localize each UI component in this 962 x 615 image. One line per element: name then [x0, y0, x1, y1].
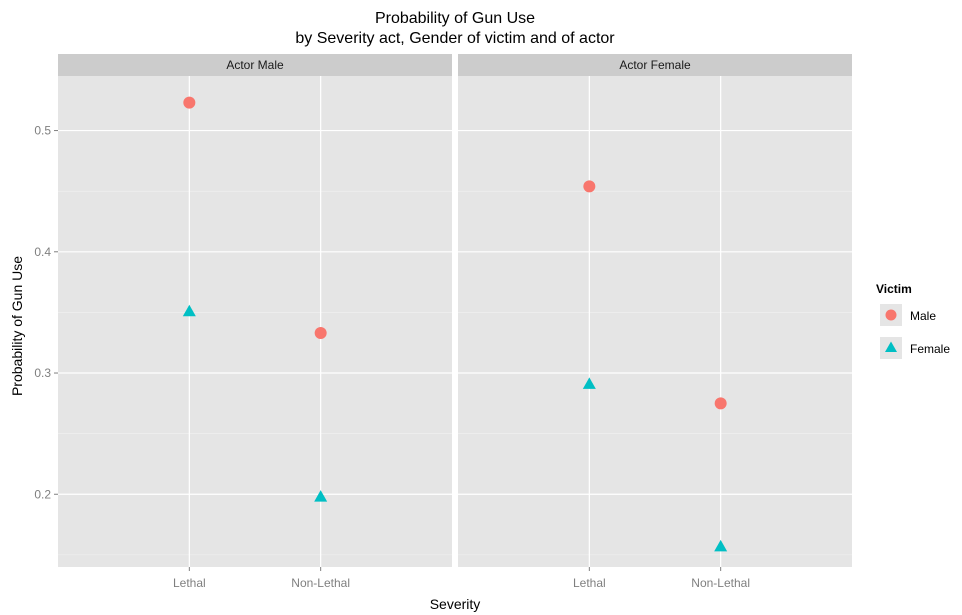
legend-title: Victim	[876, 282, 912, 296]
facet-strip-label: Actor Female	[619, 58, 691, 72]
x-tick-label: Lethal	[173, 576, 206, 590]
data-point-male	[714, 397, 727, 410]
y-axis: 0.2 0.3 0.4 0.5	[34, 124, 58, 501]
chart-subtitle: by Severity act, Gender of victim and of…	[295, 30, 615, 47]
x-tick-label: Non-Lethal	[291, 576, 350, 590]
data-point-female	[714, 539, 728, 552]
panel-background	[58, 76, 452, 567]
facet-strip	[58, 54, 452, 76]
data-point-female	[182, 304, 196, 317]
y-axis-title: Probability of Gun Use	[9, 256, 25, 396]
legend-key-male-circle	[885, 309, 897, 321]
chart-title: Probability of Gun Use	[375, 10, 535, 27]
legend: Victim Male Female	[872, 277, 960, 363]
facet-panel: Actor Female	[458, 54, 852, 567]
facet-panels: Actor Male Actor Female	[58, 54, 852, 567]
facet-strip	[458, 54, 852, 76]
y-tick-label: 0.4	[34, 245, 51, 259]
x-axis: Lethal Non-Lethal Lethal Non-Lethal	[173, 567, 750, 590]
panel-background	[458, 76, 852, 567]
legend-label-female: Female	[910, 342, 950, 356]
legend-key-female-triangle	[885, 341, 897, 352]
x-tick-label: Lethal	[573, 576, 606, 590]
data-point-male	[583, 180, 596, 193]
x-tick-label: Non-Lethal	[691, 576, 750, 590]
facet-panel: Actor Male	[58, 54, 452, 567]
facet-strip-label: Actor Male	[226, 58, 284, 72]
data-point-female	[314, 490, 328, 502]
x-axis-title: Severity	[430, 596, 481, 612]
y-tick-label: 0.3	[34, 366, 51, 380]
data-point-female	[582, 377, 596, 389]
legend-label-male: Male	[910, 309, 936, 323]
data-point-male	[314, 327, 327, 340]
y-tick-label: 0.2	[34, 487, 51, 501]
y-tick-label: 0.5	[34, 124, 51, 138]
data-point-male	[183, 96, 196, 109]
